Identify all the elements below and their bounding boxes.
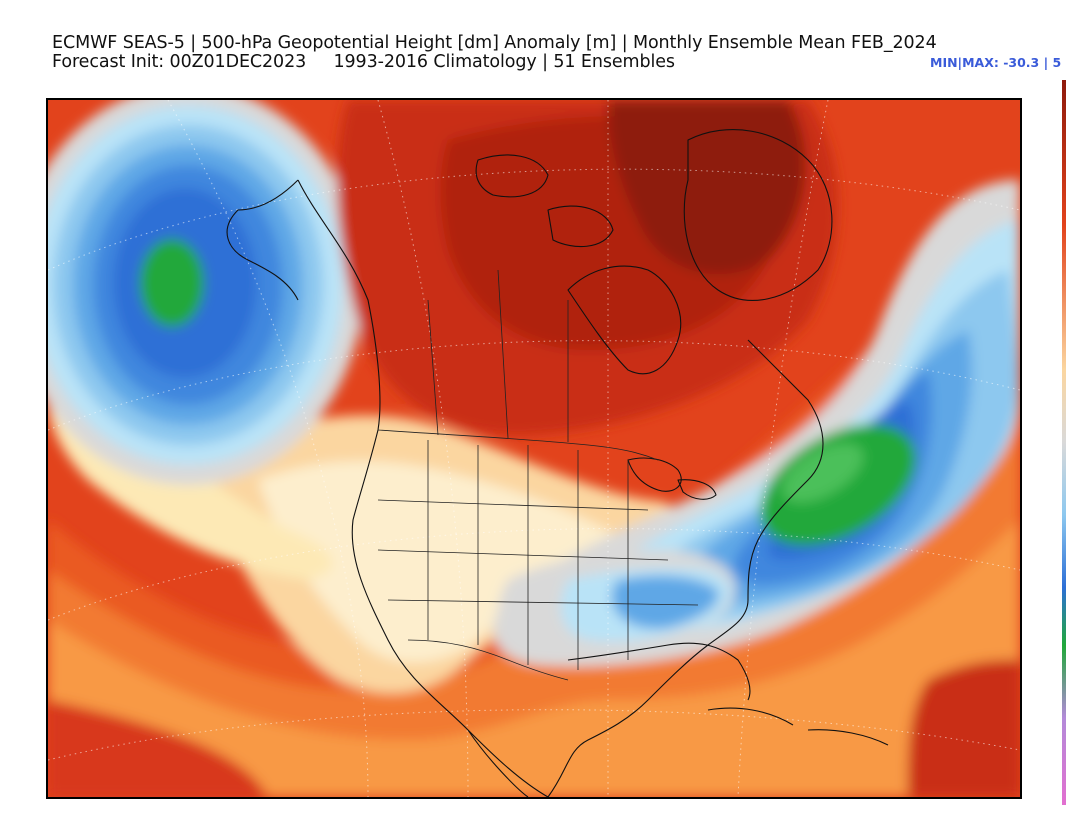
title-line-1: ECMWF SEAS-5 | 500-hPa Geopotential Heig… (52, 33, 937, 53)
anomaly-field (48, 100, 1020, 797)
minmax-readout: MIN|MAX: -30.3 | 5 (930, 55, 1062, 70)
title-line-2: Forecast Init: 00Z01DEC2023 1993-2016 Cl… (52, 52, 675, 72)
political-borders (377, 269, 699, 681)
graticule (48, 100, 1020, 797)
coastlines (226, 129, 889, 797)
chart-title: ECMWF SEAS-5 | 500-hPa Geopotential Heig… (52, 34, 937, 72)
anomaly-map (46, 98, 1022, 799)
color-scale (1062, 80, 1066, 805)
